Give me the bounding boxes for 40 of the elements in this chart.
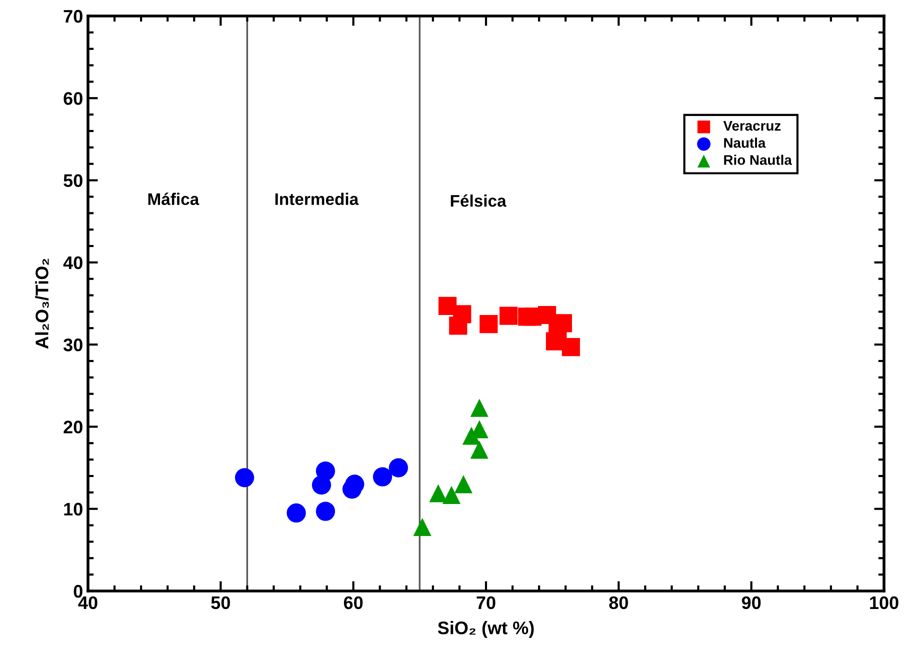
point	[372, 467, 392, 486]
y-tick-label: 70	[64, 10, 82, 23]
point	[470, 398, 488, 417]
point	[462, 426, 480, 445]
legend-label: Nautla	[724, 138, 766, 148]
x-tick-label: 60	[344, 596, 363, 610]
point	[562, 338, 580, 356]
y-tick-label: 10	[64, 502, 82, 516]
x-tick-label: 90	[742, 596, 761, 610]
y-tick-label: 60	[64, 92, 82, 105]
y-tick-label: 30	[63, 338, 82, 352]
y-tick-label: 40	[63, 256, 82, 270]
y-axis-title: Al₂O₃/TiO₂	[35, 258, 49, 349]
point	[470, 440, 488, 459]
point	[413, 518, 432, 536]
point	[312, 475, 332, 495]
point	[388, 458, 408, 478]
x-tick-label: 80	[609, 596, 628, 610]
x-tick-label: 50	[211, 596, 230, 610]
point	[234, 468, 254, 488]
point	[449, 316, 468, 335]
point	[316, 502, 336, 521]
point	[500, 306, 518, 325]
x-axis-title: SiO₂ (wt %)	[438, 621, 534, 638]
annotation: Intermedia	[275, 192, 359, 206]
point	[454, 475, 472, 494]
x-tick-label: 70	[476, 596, 496, 610]
point	[286, 503, 306, 523]
x-tick-label: 40	[78, 596, 98, 610]
y-tick-label: 50	[64, 174, 82, 188]
annotation: Félsica	[450, 194, 506, 207]
annotation: Máfica	[148, 192, 200, 206]
legend-label: Veracruz	[723, 121, 781, 131]
point	[429, 484, 448, 502]
legend-label: Rio Nautla	[724, 154, 792, 165]
y-tick-label: 0	[74, 584, 82, 598]
y-tick-label: 20	[64, 420, 82, 434]
x-tick-label: 100	[870, 596, 898, 610]
point	[442, 486, 461, 504]
point	[480, 314, 498, 334]
